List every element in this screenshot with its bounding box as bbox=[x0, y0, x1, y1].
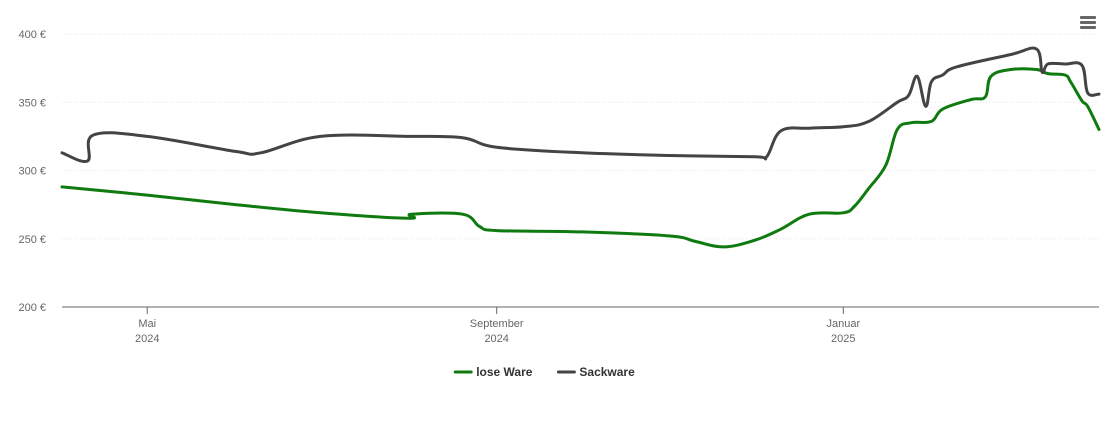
x-tick-label-year: 2025 bbox=[831, 333, 855, 345]
legend-label: lose Ware bbox=[476, 365, 533, 379]
axes: 200 € 250 € 300 € 350 € 400 € Mai 2024 Septembe… bbox=[18, 29, 1099, 345]
y-tick-label: 250 € bbox=[18, 234, 46, 246]
grid-lines bbox=[62, 33, 1099, 240]
x-tick-label-year: 2024 bbox=[484, 333, 508, 345]
y-tick-label: 200 € bbox=[18, 302, 46, 314]
legend-item[interactable]: Sackware bbox=[556, 365, 635, 379]
series-line-lose-ware bbox=[60, 67, 1101, 249]
legend: lose Ware Sackware bbox=[453, 365, 635, 379]
x-tick-label-month: Januar bbox=[826, 318, 860, 330]
series-lines bbox=[60, 46, 1101, 249]
y-tick-label: 300 € bbox=[18, 166, 46, 178]
chart-menu-button[interactable] bbox=[1076, 12, 1100, 34]
x-tick-label-month: Mai bbox=[138, 318, 156, 330]
legend-item[interactable]: lose Ware bbox=[453, 365, 533, 379]
y-tick-label: 350 € bbox=[18, 97, 46, 109]
x-tick-label-year: 2024 bbox=[135, 333, 159, 345]
y-tick-label: 400 € bbox=[18, 29, 46, 41]
series-line-sackware bbox=[60, 46, 1101, 164]
legend-label: Sackware bbox=[579, 365, 635, 379]
x-tick-label-month: September bbox=[470, 318, 524, 330]
